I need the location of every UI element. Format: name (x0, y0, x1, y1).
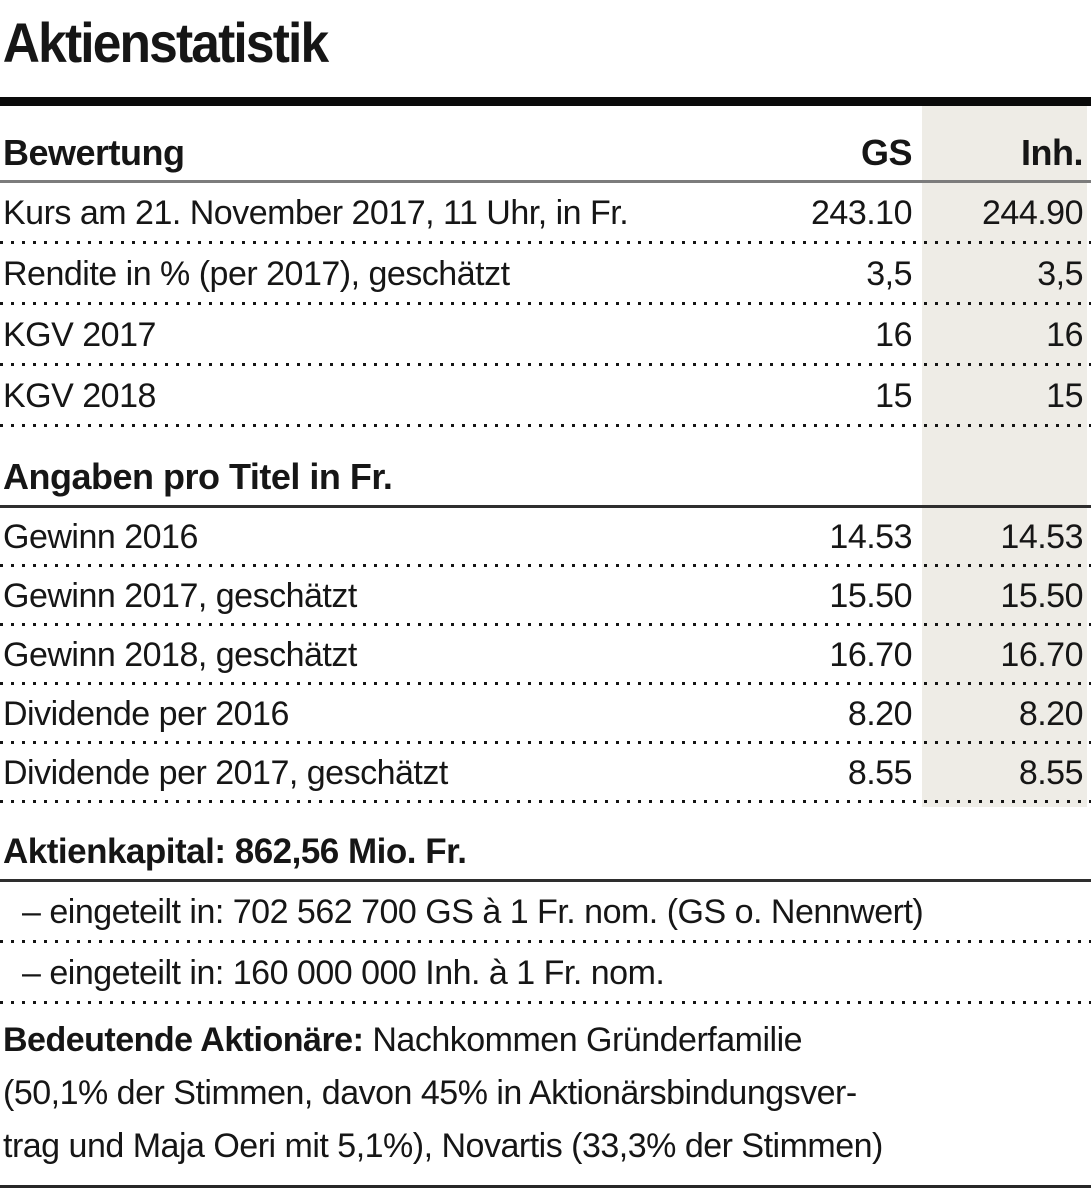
capital-detail: – eingeteilt in: 160 000 000 Inh. à 1 Fr… (22, 954, 665, 992)
table-row: KGV 2017 16 16 (0, 305, 1091, 366)
inh-value: 3,5 (1037, 255, 1083, 293)
row-label: Gewinn 2018, geschätzt (3, 636, 357, 674)
column-header-bewertung: Bewertung (3, 132, 185, 173)
table-row: Kurs am 21. November 2017, 11 Uhr, in Fr… (0, 183, 1091, 244)
inh-value: 14.53 (1000, 518, 1083, 556)
shareholders-text: Nachkommen Gründerfamilie (363, 1021, 803, 1059)
title-block: Aktienstatistik (0, 0, 1091, 97)
inh-value: 244.90 (982, 194, 1084, 232)
table-row: Dividende per 2017, geschätzt 8.55 8.55 (0, 744, 1091, 803)
gs-value: 15 (875, 377, 912, 415)
row-label: Kurs am 21. November 2017, 11 Uhr, in Fr… (3, 194, 629, 232)
bottom-rule (0, 1185, 1091, 1188)
row-label: Dividende per 2016 (3, 695, 289, 733)
gs-value: 16.70 (829, 636, 912, 674)
table-row: Gewinn 2016 14.53 14.53 (0, 508, 1091, 567)
section-header: Angaben pro Titel in Fr. (3, 456, 393, 497)
shareholders-paragraph: Bedeutende Aktionäre: Nachkommen Gründer… (0, 1014, 1091, 1173)
row-label: KGV 2017 (3, 316, 156, 354)
table-row: Gewinn 2017, geschätzt 15.50 15.50 (0, 567, 1091, 626)
row-label: Dividende per 2017, geschätzt (3, 754, 448, 792)
gs-value: 8.20 (847, 695, 913, 733)
paragraph-line: (50,1% der Stimmen, davon 45% in Aktionä… (3, 1074, 857, 1112)
gs-value: 243.10 (811, 194, 913, 232)
gs-value: 16 (875, 316, 912, 354)
gs-value: 3,5 (866, 255, 912, 293)
gs-value: 8.55 (847, 754, 913, 792)
column-header-gs: GS (860, 132, 913, 173)
section-gap (0, 803, 1091, 825)
inh-value: 15 (1046, 377, 1083, 415)
gs-value: 15.50 (829, 577, 912, 615)
page-title: Aktienstatistik (2, 11, 329, 74)
section-gap (0, 427, 1091, 451)
inh-value: 8.55 (1018, 754, 1084, 792)
capital-detail-row: – eingeteilt in: 160 000 000 Inh. à 1 Fr… (0, 943, 1091, 1004)
paragraph-line: Bedeutende Aktionäre: Nachkommen Gründer… (3, 1014, 1091, 1067)
capital-detail-row: – eingeteilt in: 702 562 700 GS à 1 Fr. … (0, 882, 1091, 943)
section-header-row: Angaben pro Titel in Fr. (0, 451, 1091, 508)
shareholders-label: Bedeutende Aktionäre: (3, 1021, 364, 1059)
capital-detail: – eingeteilt in: 702 562 700 GS à 1 Fr. … (22, 893, 924, 931)
row-label: Rendite in % (per 2017), geschätzt (3, 255, 510, 293)
inh-column-shade (922, 106, 1087, 807)
inh-value: 16 (1046, 316, 1083, 354)
table-row: KGV 2018 15 15 (0, 366, 1091, 427)
capital-headline-row: Aktienkapital: 862,56 Mio. Fr. (0, 825, 1091, 882)
row-label: Gewinn 2017, geschätzt (3, 577, 357, 615)
inh-value: 8.20 (1018, 695, 1084, 733)
paragraph-line: trag und Maja Oeri mit 5,1%), Novartis (… (3, 1127, 883, 1165)
table-header-row: Bewertung GS Inh. (0, 106, 1091, 183)
row-label: KGV 2018 (3, 377, 156, 415)
table-row: Rendite in % (per 2017), geschätzt 3,5 3… (0, 244, 1091, 305)
column-header-inh: Inh. (1021, 132, 1083, 173)
table-row: Gewinn 2018, geschätzt 16.70 16.70 (0, 626, 1091, 685)
table-row: Dividende per 2016 8.20 8.20 (0, 685, 1091, 744)
top-rule (0, 97, 1091, 106)
inh-value: 15.50 (1000, 577, 1083, 615)
capital-headline: Aktienkapital: 862,56 Mio. Fr. (3, 832, 467, 871)
row-label: Gewinn 2016 (3, 518, 198, 556)
gs-value: 14.53 (829, 518, 912, 556)
inh-value: 16.70 (1000, 636, 1083, 674)
